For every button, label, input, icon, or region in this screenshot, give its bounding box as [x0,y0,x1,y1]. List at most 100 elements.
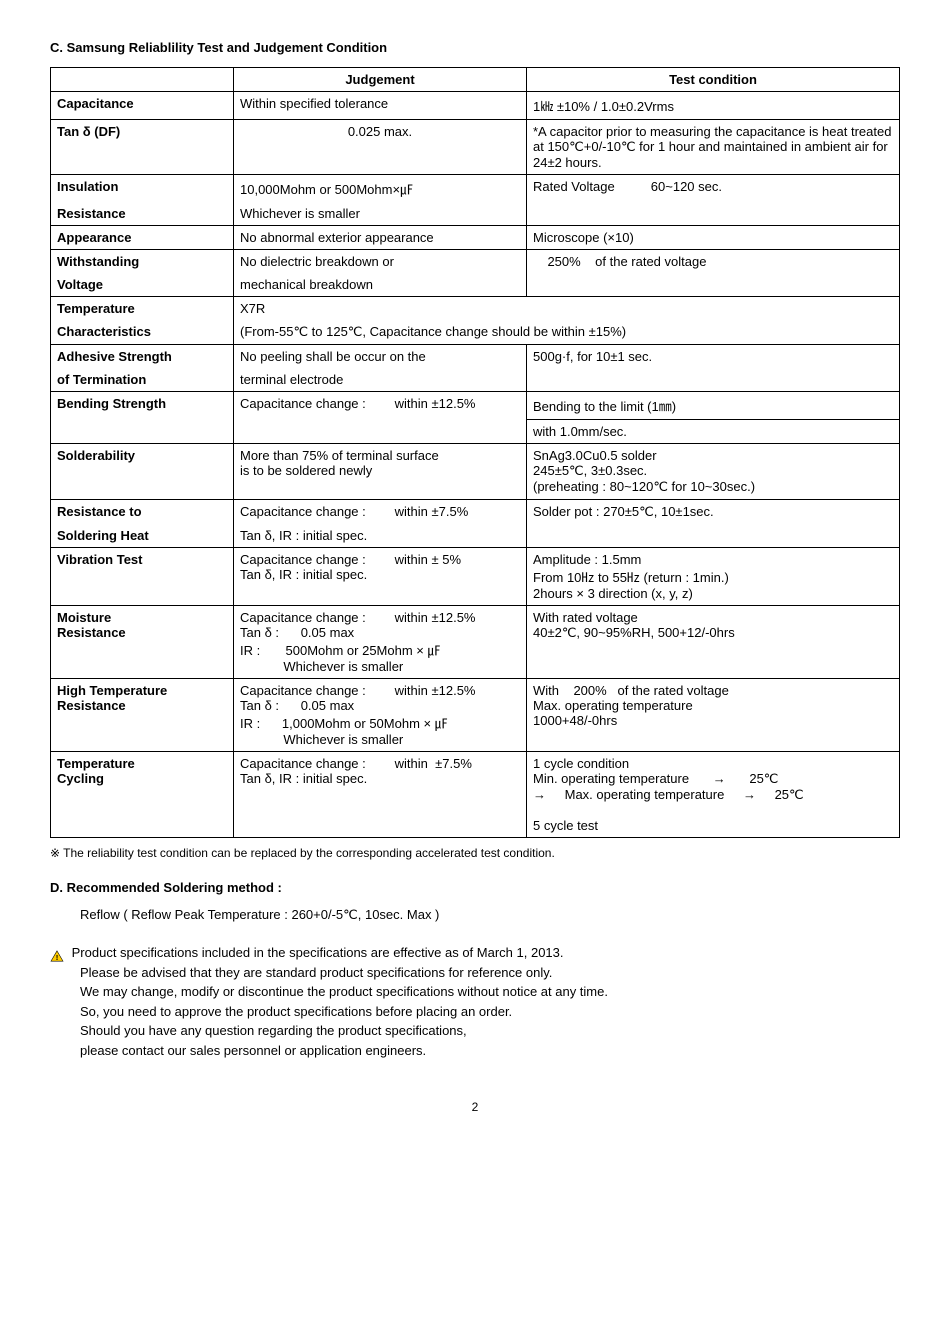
condition-appearance: Microscope (×10) [527,226,900,250]
table-header-row: Judgement Test condition [51,68,900,92]
notice-text-1: Product specifications included in the s… [72,945,564,960]
condition-withstanding: 250% of the rated voltage [527,250,900,274]
section-d-text: Reflow ( Reflow Peak Temperature : 260+0… [50,907,900,923]
warning-icon: ! [50,948,64,960]
arrow-1: → [693,771,746,786]
condition-resistance-soldering: Solder pot : 270±5℃, 10±1sec. [527,500,900,525]
row-capacitance: Capacitance Within specified tolerance 1… [51,92,900,120]
judgement-withstanding-2: mechanical breakdown [234,273,527,297]
condition-solderability-1: SnAg3.0Cu0.5 solder [533,448,893,463]
judgement-moisture-4: Whichever is smaller [240,659,520,674]
row-high-temp: High Temperature Resistance Capacitance … [51,679,900,752]
judgement-temp-char-1: X7R [234,297,900,321]
condition-vibration-3: 2hours × 3 direction (x, y, z) [533,586,893,601]
condition-moisture-2: 40±2℃, 90~95%RH, 500+12/-0hrs [533,625,893,641]
condition-capacitance: 1㎑ ±10% / 1.0±0.2Vrms [527,92,900,120]
svg-text:!: ! [56,952,59,961]
arrow-3: → [743,787,756,802]
param-insulation-2: Resistance [51,202,234,226]
param-solderability: Solderability [51,444,234,500]
row-adhesive-2: of Termination terminal electrode [51,368,900,392]
param-temp-cycling-2: Cycling [57,771,227,786]
judgement-temp-cycling-1: Capacitance change : within ±7.5% [240,756,520,771]
row-resistance-soldering-1: Resistance to Capacitance change : withi… [51,500,900,525]
judgement-vibration-2: Tan δ, IR : initial spec. [240,567,520,582]
notice-block: ! Product specifications included in the… [50,943,900,1060]
judgement-tan-delta: 0.025 max. [234,120,527,175]
judgement-solderability: More than 75% of terminal surface is to … [234,444,527,500]
notice-line-1: ! Product specifications included in the… [50,943,900,963]
judgement-appearance: No abnormal exterior appearance [234,226,527,250]
param-high-temp: High Temperature Resistance [51,679,234,752]
condition-high-temp-2: Max. operating temperature [533,698,893,713]
condition-vibration: Amplitude : 1.5mm From 10㎐ to 55㎐ (retur… [527,548,900,606]
condition-solderability-2: 245±5℃, 3±0.3sec. [533,463,893,479]
judgement-moisture-2: Tan δ : 0.05 max [240,625,520,640]
judgement-moisture: Capacitance change : within ±12.5% Tan δ… [234,606,527,679]
condition-moisture: With rated voltage 40±2℃, 90~95%RH, 500+… [527,606,900,679]
condition-solderability: SnAg3.0Cu0.5 solder 245±5℃, 3±0.3sec. (p… [527,444,900,500]
row-temp-cycling: Temperature Cycling Capacitance change :… [51,752,900,838]
condition-temp-cycling-3: → Max. operating temperature → 25℃ [533,787,893,803]
judgement-moisture-3: IR : 500Mohm or 25Mohm × ㎌ [240,640,520,659]
condition-vibration-1: Amplitude : 1.5mm [533,552,893,567]
condition-vibration-2: From 10㎐ to 55㎐ (return : 1min.) [533,567,893,586]
condition-bending-2: with 1.0mm/sec. [527,420,900,444]
condition-solderability-3: (preheating : 80~120℃ for 10~30sec.) [533,479,893,495]
judgement-bending-2 [234,420,527,444]
cycling-25c-1: 25℃ [749,771,778,786]
condition-temp-cycling: 1 cycle condition Min. operating tempera… [527,752,900,838]
row-withstanding-2: Voltage mechanical breakdown [51,273,900,297]
judgement-temp-char-2: (From-55℃ to 125℃, Capacitance change sh… [234,320,900,345]
param-withstanding-1: Withstanding [51,250,234,274]
param-temp-char-1: Temperature [51,297,234,321]
param-moisture-1: Moisture [57,610,227,625]
row-solderability: Solderability More than 75% of terminal … [51,444,900,500]
row-tan-delta: Tan δ (DF) 0.025 max. *A capacitor prior… [51,120,900,175]
param-resistance-soldering-2: Soldering Heat [51,524,234,548]
judgement-resistance-soldering-1: Capacitance change : within ±7.5% [234,500,527,525]
notice-line-4: So, you need to approve the product spec… [50,1002,900,1022]
param-high-temp-1: High Temperature [57,683,227,698]
judgement-high-temp: Capacitance change : within ±12.5% Tan δ… [234,679,527,752]
condition-temp-cycling-2: Min. operating temperature → 25℃ [533,771,893,787]
param-temp-cycling-1: Temperature [57,756,227,771]
row-withstanding-1: Withstanding No dielectric breakdown or … [51,250,900,274]
condition-withstanding-2 [527,273,900,297]
footnote: ※ The reliability test condition can be … [50,846,900,860]
param-resistance-soldering-1: Resistance to [51,500,234,525]
condition-bending-1: Bending to the limit (1㎜) [527,392,900,420]
row-adhesive-1: Adhesive Strength No peeling shall be oc… [51,345,900,369]
row-insulation-2: Resistance Whichever is smaller [51,202,900,226]
arrow-2: → [533,787,546,802]
section-d-title: D. Recommended Soldering method : [50,880,900,895]
condition-insulation: Rated Voltage 60~120 sec. [527,175,900,203]
judgement-solderability-1: More than 75% of terminal surface [240,448,520,463]
judgement-high-temp-1: Capacitance change : within ±12.5% [240,683,520,698]
condition-adhesive: 500g·f, for 10±1 sec. [527,345,900,369]
judgement-insulation-2: Whichever is smaller [234,202,527,226]
condition-high-temp: With 200% of the rated voltage Max. oper… [527,679,900,752]
row-moisture: Moisture Resistance Capacitance change :… [51,606,900,679]
notice-line-3: We may change, modify or discontinue the… [50,982,900,1002]
judgement-adhesive-1: No peeling shall be occur on the [234,345,527,369]
judgement-vibration-1: Capacitance change : within ± 5% [240,552,520,567]
judgement-temp-cycling-2: Tan δ, IR : initial spec. [240,771,520,786]
param-tan-delta: Tan δ (DF) [51,120,234,175]
condition-high-temp-1: With 200% of the rated voltage [533,683,893,698]
judgement-vibration: Capacitance change : within ± 5% Tan δ, … [234,548,527,606]
condition-high-temp-3: 1000+48/-0hrs [533,713,893,728]
param-moisture-2: Resistance [57,625,227,640]
cycling-max: Max. operating temperature [550,787,740,802]
judgement-temp-cycling: Capacitance change : within ±7.5% Tan δ,… [234,752,527,838]
judgement-high-temp-3: IR : 1,000Mohm or 50Mohm × ㎌ [240,713,520,732]
row-insulation-1: Insulation 10,000Mohm or 500Mohm×㎌ Rated… [51,175,900,203]
judgement-capacitance: Within specified tolerance [234,92,527,120]
header-blank [51,68,234,92]
param-adhesive-2: of Termination [51,368,234,392]
judgement-withstanding-1: No dielectric breakdown or [234,250,527,274]
row-resistance-soldering-2: Soldering Heat Tan δ, IR : initial spec. [51,524,900,548]
param-vibration: Vibration Test [51,548,234,606]
condition-moisture-1: With rated voltage [533,610,893,625]
judgement-solderability-2: is to be soldered newly [240,463,520,478]
